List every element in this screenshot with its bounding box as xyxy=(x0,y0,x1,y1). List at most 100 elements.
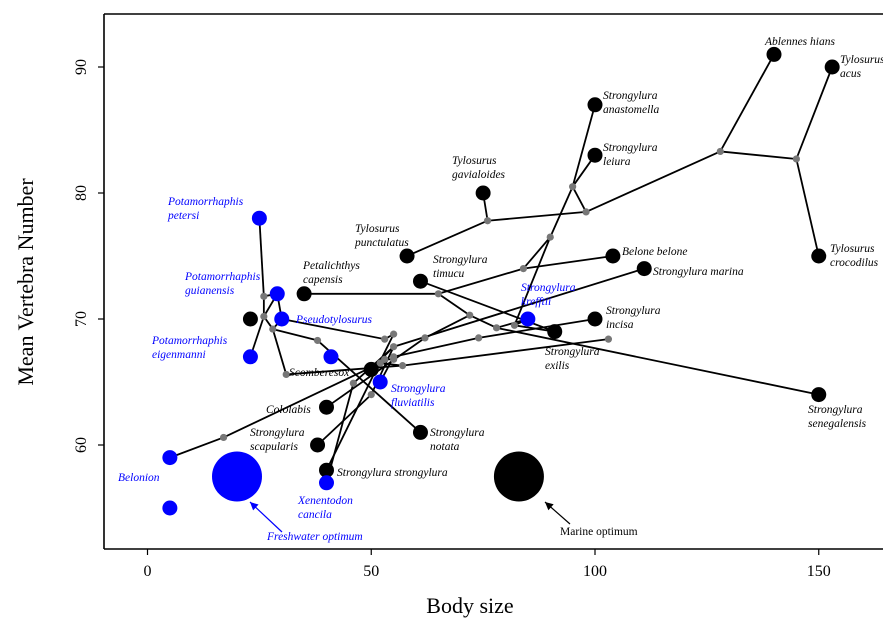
species-label-line: Strongylura xyxy=(808,404,863,416)
ancestral-node xyxy=(492,324,501,332)
species-point xyxy=(310,437,326,453)
species-label: Strongylura incisa xyxy=(606,305,661,331)
species-label-line: senegalensis xyxy=(808,418,867,430)
species-label: Belonion xyxy=(118,472,160,484)
species-label-line: Tylosurus xyxy=(830,243,875,255)
species-label-line: Strongylura xyxy=(250,427,305,439)
x-tick-label: 0 xyxy=(144,563,152,580)
species-point xyxy=(162,450,178,466)
species-label: Strongylura scapularis xyxy=(250,427,305,453)
tree-branch xyxy=(393,337,479,358)
tree-branch xyxy=(720,150,797,160)
ancestral-node xyxy=(381,335,389,343)
species-point xyxy=(824,59,840,75)
species-label: Potamorrhaphis guianensis xyxy=(184,271,261,297)
species-label-line: petersi xyxy=(167,210,199,222)
ancestral-node xyxy=(282,370,290,379)
ancestral-node xyxy=(260,312,268,321)
tree-branch xyxy=(169,436,224,459)
tree-branch xyxy=(406,219,488,257)
species-point xyxy=(319,399,334,415)
species-point xyxy=(811,248,827,264)
species-label: Strongylura strongylura xyxy=(337,467,448,479)
species-label-line: krefftii xyxy=(521,296,551,308)
species-label-line: Strongylura xyxy=(433,254,488,266)
species-point xyxy=(766,46,782,62)
species-point xyxy=(372,374,388,390)
tree-branch xyxy=(585,150,721,213)
species-label: Ablennes hians xyxy=(764,36,835,48)
y-axis-title: Mean Vertebra Number xyxy=(13,178,38,386)
node-group xyxy=(219,147,800,442)
species-point xyxy=(811,387,827,403)
ancestral-node xyxy=(582,208,590,216)
ancestral-node xyxy=(484,217,492,225)
tree-branch xyxy=(393,267,645,348)
ancestral-node xyxy=(219,433,228,442)
species-point xyxy=(319,462,334,478)
species-point xyxy=(319,475,334,491)
species-label: Xenentodon cancila xyxy=(297,495,353,521)
optimum-label: Marine optimum xyxy=(560,526,638,538)
species-label-line: Petalichthys xyxy=(302,260,360,272)
species-label-line: timucu xyxy=(433,268,465,280)
species-label: Tylosurus crocodilus xyxy=(830,243,879,269)
tree-branch xyxy=(272,328,318,342)
ancestral-node xyxy=(390,353,398,361)
ancestral-node xyxy=(569,183,577,191)
species-label-line: Xenentodon xyxy=(297,495,353,507)
tree-branch xyxy=(271,328,288,375)
species-point xyxy=(162,500,178,516)
optimum-circle xyxy=(493,451,544,502)
species-point xyxy=(274,311,290,327)
tree-branch xyxy=(281,318,385,341)
species-label: Strongylura exilis xyxy=(545,346,600,372)
optimum-arrow-head xyxy=(545,502,554,511)
species-point xyxy=(412,273,428,289)
species-label-line: gavialoides xyxy=(452,169,506,181)
species-point xyxy=(242,311,258,327)
species-point xyxy=(323,349,339,365)
tree-branch xyxy=(286,364,403,376)
species-label-line: eigenmanni xyxy=(152,349,206,361)
plot-area xyxy=(103,13,883,550)
ancestral-node xyxy=(349,379,357,387)
species-label: Strongylura senegalensis xyxy=(808,404,867,430)
x-tick-label: 50 xyxy=(363,563,379,580)
species-point xyxy=(587,147,603,163)
species-point xyxy=(587,311,603,327)
species-label-line: Tylosurus xyxy=(355,223,400,235)
species-label-line: anastomella xyxy=(603,104,659,116)
optima-group: Freshwater optimum Marine optimum xyxy=(212,451,638,543)
species-label: Strongylura marina xyxy=(653,266,744,278)
x-axis-title: Body size xyxy=(426,593,513,618)
tree-branch xyxy=(571,186,587,213)
ancestral-node xyxy=(421,334,429,342)
species-label-line: Potamorrhaphis xyxy=(167,196,244,208)
ancestral-node xyxy=(390,343,398,351)
species-point xyxy=(475,185,491,201)
species-label-line: Strongylura xyxy=(606,305,661,317)
species-label: Strongylura notata xyxy=(430,427,485,453)
species-point xyxy=(547,324,563,340)
ancestral-node xyxy=(381,355,389,363)
optimum-circle xyxy=(212,451,262,502)
species-label-line: exilis xyxy=(545,360,570,372)
ancestral-node xyxy=(475,334,483,342)
optimum-arrow-head xyxy=(250,502,259,511)
species-label-line: capensis xyxy=(303,274,343,286)
species-label: Tylosurus acus xyxy=(840,54,883,80)
species-label-line: acus xyxy=(840,68,862,80)
species-point xyxy=(605,248,621,264)
species-point xyxy=(399,248,415,264)
ancestral-node xyxy=(604,335,613,343)
ancestral-node xyxy=(519,265,528,273)
species-label-line: cancila xyxy=(298,509,332,521)
species-point xyxy=(636,261,652,277)
tree-branch xyxy=(523,255,614,270)
tick-group: 0 50 100 150 60 70 80 90 xyxy=(73,59,831,580)
y-tick-label: 90 xyxy=(73,59,90,75)
species-label-line: Potamorrhaphis xyxy=(184,271,261,283)
species-label-line: Strongylura xyxy=(603,90,658,102)
